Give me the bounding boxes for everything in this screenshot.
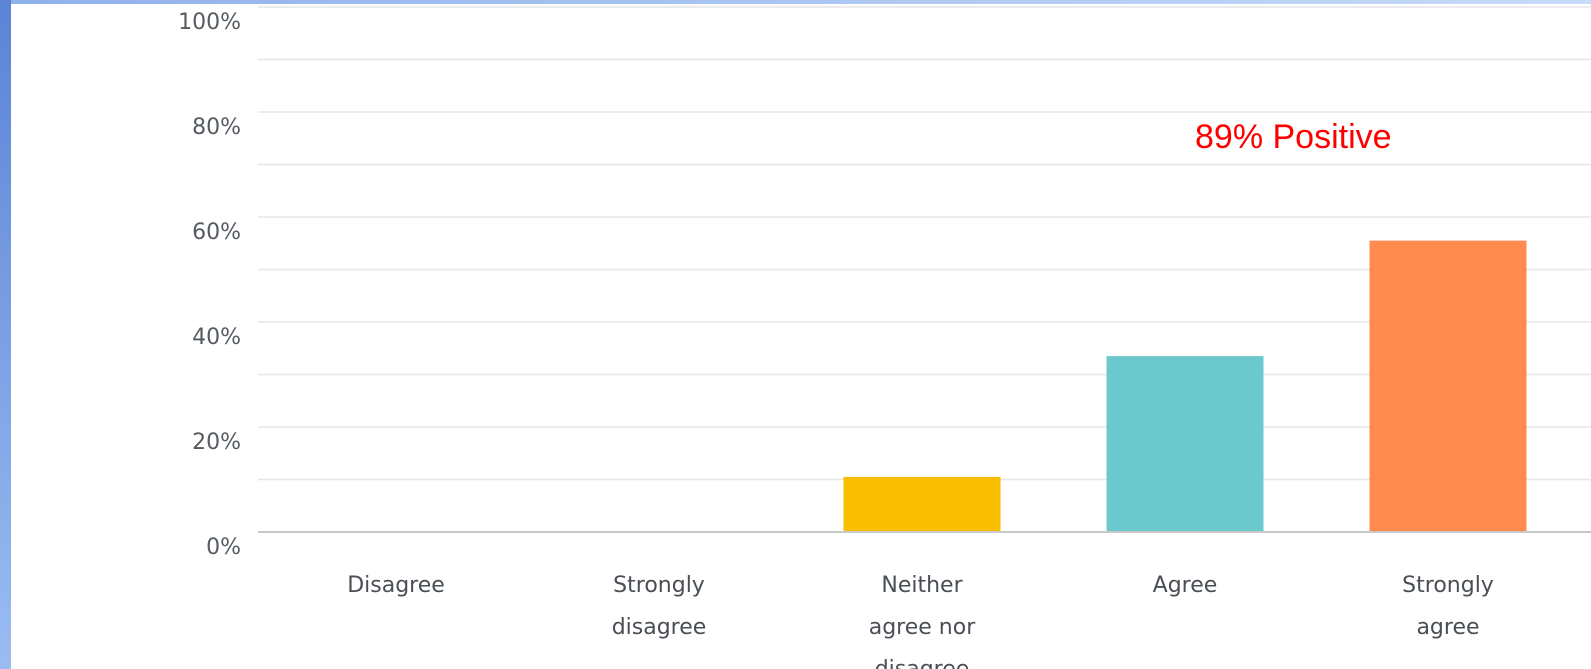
y-axis-ticks: 0% 20% 40% 60% 80% 100% bbox=[178, 10, 241, 560]
category-label: Agree bbox=[1153, 573, 1218, 598]
category-label: disagree bbox=[875, 657, 970, 669]
positive-annotation: 89% Positive bbox=[1195, 118, 1392, 156]
bar bbox=[1106, 356, 1264, 532]
category-label: Disagree bbox=[347, 573, 445, 598]
window-left-border bbox=[0, 0, 11, 669]
category-label: Strongly bbox=[1402, 573, 1494, 598]
window-top-border bbox=[0, 0, 1591, 4]
y-tick-label: 100% bbox=[178, 10, 241, 35]
category-label: disagree bbox=[612, 615, 707, 640]
category-label: Strongly bbox=[613, 573, 705, 598]
x-axis-labels: Disagree Strongly disagree Neither agree nor… bbox=[347, 573, 1494, 669]
category-label: agree bbox=[1416, 615, 1479, 640]
category-label: Neither bbox=[881, 573, 963, 598]
y-tick-label: 80% bbox=[192, 115, 241, 140]
y-tick-label: 40% bbox=[192, 325, 241, 350]
bars bbox=[843, 240, 1527, 532]
y-tick-label: 60% bbox=[192, 220, 241, 245]
category-label: agree nor bbox=[869, 615, 976, 640]
y-tick-label: 20% bbox=[192, 430, 241, 455]
bar bbox=[843, 476, 1001, 532]
bar bbox=[1369, 240, 1527, 532]
y-tick-label: 0% bbox=[206, 535, 241, 560]
